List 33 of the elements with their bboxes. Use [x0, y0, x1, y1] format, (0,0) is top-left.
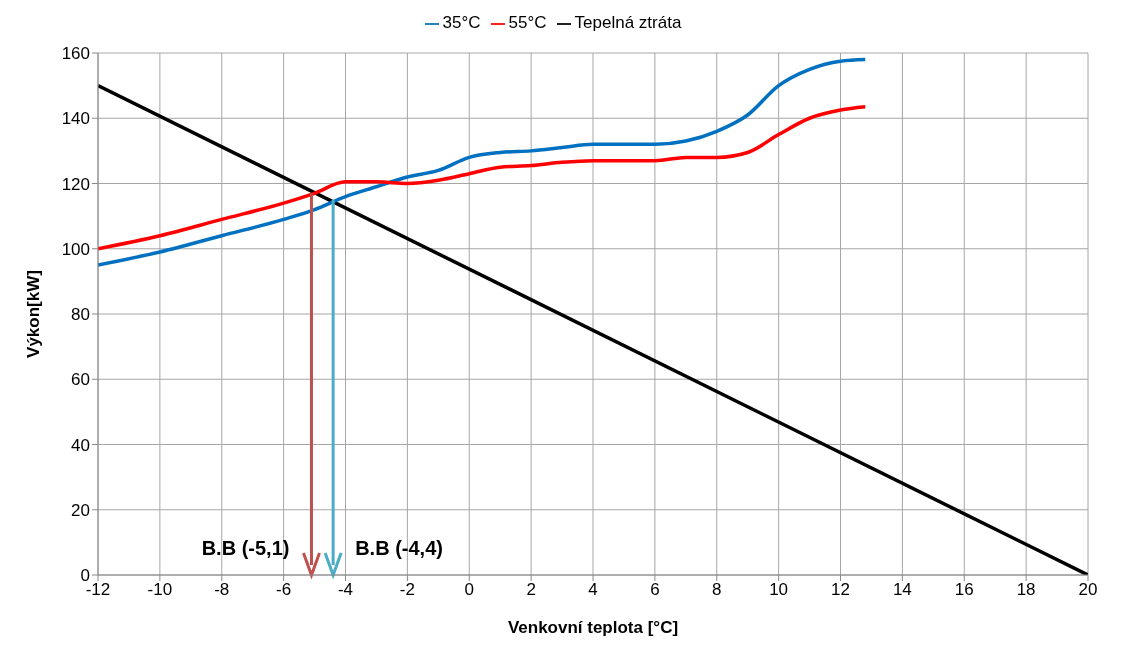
x-axis-title: Venkovní teplota [°C]: [507, 618, 679, 637]
y-tick-label: 80: [71, 305, 90, 325]
line-series: [98, 57, 867, 267]
y-tick-label: 100: [61, 239, 90, 259]
x-tick-label: 20: [1078, 580, 1098, 600]
legend-label: Tepelná ztráta: [574, 13, 682, 32]
y-tick-label: 160: [61, 44, 90, 64]
annotation: B.B (-4,4): [355, 537, 443, 559]
x-tick-label: 14: [892, 580, 912, 600]
x-tick-label: 8: [712, 580, 722, 600]
x-tick-label: -6: [276, 580, 292, 600]
x-tick-label: 4: [588, 580, 598, 600]
y-tick-label: 20: [71, 500, 90, 520]
y-tick-label: 60: [71, 370, 90, 390]
x-tick-label: 0: [464, 580, 474, 600]
x-tick-label: -8: [214, 580, 230, 600]
x-tick-label: 2: [526, 580, 536, 600]
annotation: B.B (-5,1): [201, 537, 290, 559]
x-tick-label: -2: [399, 580, 415, 600]
x-tick-label: 18: [1016, 580, 1036, 600]
x-tick-label: -4: [337, 580, 354, 600]
legend-label: 35°C: [442, 13, 481, 32]
y-tick-label: 140: [61, 109, 90, 129]
x-tick-label: -10: [147, 580, 173, 600]
y-axis-title: Výkon[kW]: [24, 270, 44, 358]
x-tick-label: 10: [769, 580, 789, 600]
legend-label: 55°C: [508, 13, 547, 32]
y-tick-label: 40: [71, 435, 90, 455]
x-tick-label: 6: [650, 580, 660, 600]
y-tick-label: 120: [61, 174, 90, 194]
line-series: [98, 105, 867, 251]
x-tick-label: 12: [831, 580, 850, 600]
x-tick-label: 16: [954, 580, 974, 600]
